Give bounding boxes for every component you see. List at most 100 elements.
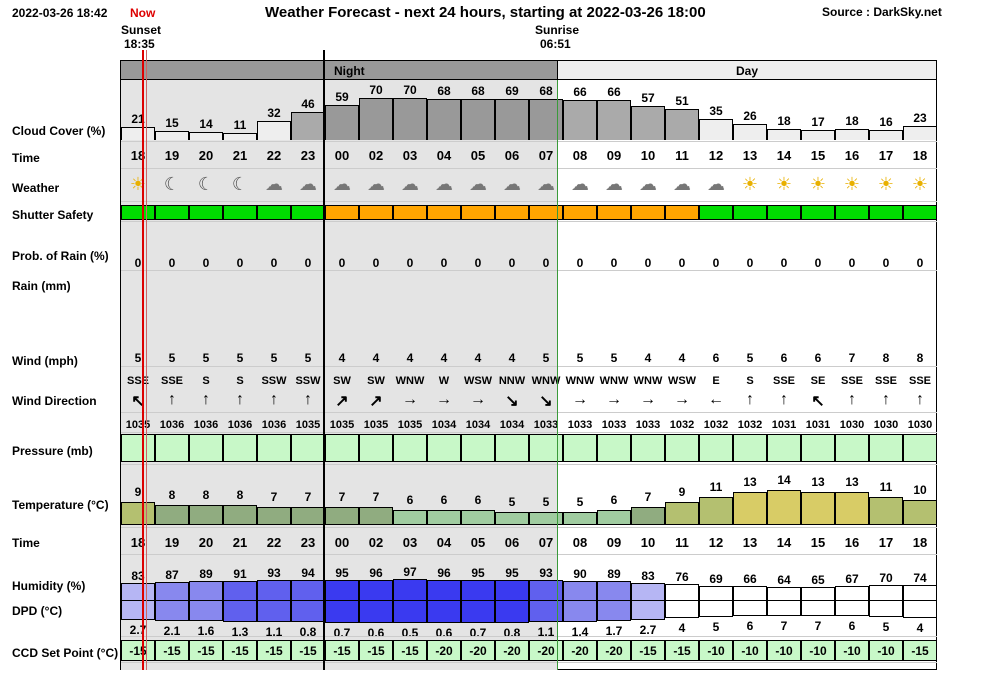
label-time: Time <box>12 151 40 165</box>
humidity-midline <box>359 600 393 601</box>
temperature-value: 7 <box>338 490 346 504</box>
temperature-value: 9 <box>134 485 142 499</box>
prob-rain-value: 0 <box>882 256 890 270</box>
partly-cloudy-day-icon: ☁ <box>707 174 725 194</box>
pressure-value: 1034 <box>499 419 525 431</box>
temperature-value: 14 <box>777 473 791 487</box>
label-shutter-safety: Shutter Safety <box>12 208 94 222</box>
shutter-safety-cell <box>733 205 767 220</box>
hour-label-bottom: 10 <box>640 535 656 550</box>
cloud-cover-bar <box>325 105 359 140</box>
temperature-bar <box>869 497 903 525</box>
temperature-bar <box>495 512 529 525</box>
temperature-bar <box>223 505 257 525</box>
ccd-setpoint-cell <box>189 640 223 661</box>
humidity-value: 96 <box>369 565 383 580</box>
prob-rain-value: 0 <box>406 256 414 270</box>
humidity-bar <box>189 581 223 621</box>
wind-arrow-icon: ↖ <box>131 393 145 410</box>
cloud-cover-bar <box>733 124 767 140</box>
cloud-cover-bar <box>835 129 869 140</box>
wind-arrow-icon: ↑ <box>780 391 788 408</box>
pressure-cell <box>801 434 835 462</box>
hour-label: 04 <box>436 148 452 163</box>
wind-arrow-icon: → <box>674 391 690 408</box>
now-line <box>142 50 144 670</box>
sun-icon: ☀ <box>911 174 929 194</box>
row-divider <box>121 527 937 528</box>
partly-cloudy-night-icon: ☁ <box>401 174 419 194</box>
cloud-cover-value: 16 <box>879 115 893 129</box>
wind-speed-value: 4 <box>508 351 516 365</box>
wind-direction-value: WSW <box>463 375 493 387</box>
humidity-value: 93 <box>539 566 553 580</box>
temperature-bar <box>189 505 223 525</box>
temperature-bar <box>801 492 835 525</box>
cloud-cover-bar <box>223 133 257 140</box>
source-label: Source : DarkSky.net <box>822 5 942 19</box>
dpd-value: 1.6 <box>197 624 215 638</box>
shutter-safety-cell <box>155 205 189 220</box>
hour-label: 16 <box>844 148 860 163</box>
ccd-setpoint-cell <box>359 640 393 661</box>
hour-label-bottom: 11 <box>675 535 689 550</box>
prob-rain-value: 0 <box>576 256 584 270</box>
humidity-value: 95 <box>505 565 519 580</box>
cloud-cover-value: 18 <box>845 114 859 128</box>
sun-icon: ☀ <box>809 174 827 194</box>
hour-label: 07 <box>538 148 554 163</box>
wind-speed-value: 4 <box>678 351 686 365</box>
prob-rain-value: 0 <box>678 256 686 270</box>
dpd-value: 6 <box>746 619 754 633</box>
humidity-midline <box>699 600 733 601</box>
cloud-cover-value: 35 <box>709 104 723 118</box>
humidity-value: 76 <box>675 570 689 584</box>
humidity-midline <box>767 600 801 601</box>
humidity-midline <box>835 600 869 601</box>
label-weather: Weather <box>12 181 60 195</box>
humidity-midline <box>257 600 291 601</box>
pressure-cell <box>223 434 257 462</box>
ccd-setpoint-value: -20 <box>469 644 487 658</box>
cloud-cover-value: 15 <box>165 116 179 130</box>
pressure-value: 1035 <box>125 419 151 431</box>
sun-icon: ☀ <box>775 174 793 194</box>
partly-cloudy-day-icon: ☁ <box>639 174 657 194</box>
hour-label-bottom: 23 <box>300 535 316 550</box>
prob-rain-value: 0 <box>202 256 210 270</box>
partly-cloudy-day-icon: ☁ <box>537 174 555 194</box>
ccd-setpoint-cell <box>903 640 937 661</box>
wind-direction-value: SSW <box>261 375 287 387</box>
moon-icon: ☾ <box>231 174 249 194</box>
cloud-cover-bar <box>767 129 801 140</box>
ccd-setpoint-value: -20 <box>537 644 555 658</box>
hour-label-bottom: 12 <box>708 535 724 550</box>
shutter-safety-cell <box>495 205 529 220</box>
wind-direction-value: SSE <box>772 375 795 387</box>
pressure-cell <box>631 434 665 462</box>
hour-label-bottom: 03 <box>402 535 418 550</box>
ccd-setpoint-value: -20 <box>571 644 589 658</box>
cloud-cover-bar <box>121 127 155 140</box>
humidity-value: 83 <box>131 568 145 583</box>
dpd-value: 1.3 <box>231 624 249 639</box>
hour-label: 17 <box>878 148 894 163</box>
sunset-line <box>146 50 147 670</box>
partly-cloudy-day-icon: ☁ <box>571 174 589 194</box>
hour-label-bottom: 13 <box>742 535 758 550</box>
sunrise-line <box>557 80 558 670</box>
wind-arrow-icon: ↘ <box>505 393 519 410</box>
shutter-safety-cell <box>597 205 631 220</box>
humidity-midline <box>155 600 189 601</box>
pressure-cell <box>121 434 155 462</box>
pressure-value: 1035 <box>363 419 389 431</box>
hour-label-bottom: 02 <box>368 535 384 550</box>
wind-speed-value: 4 <box>406 351 414 365</box>
prob-rain-value: 0 <box>746 256 754 270</box>
wind-direction-value: S <box>746 375 754 387</box>
dpd-value: 5 <box>712 619 720 634</box>
wind-direction-value: WNW <box>599 375 629 387</box>
wind-speed-value: 5 <box>610 351 618 365</box>
temperature-value: 9 <box>678 485 686 499</box>
wind-direction-value: SSW <box>295 375 321 387</box>
